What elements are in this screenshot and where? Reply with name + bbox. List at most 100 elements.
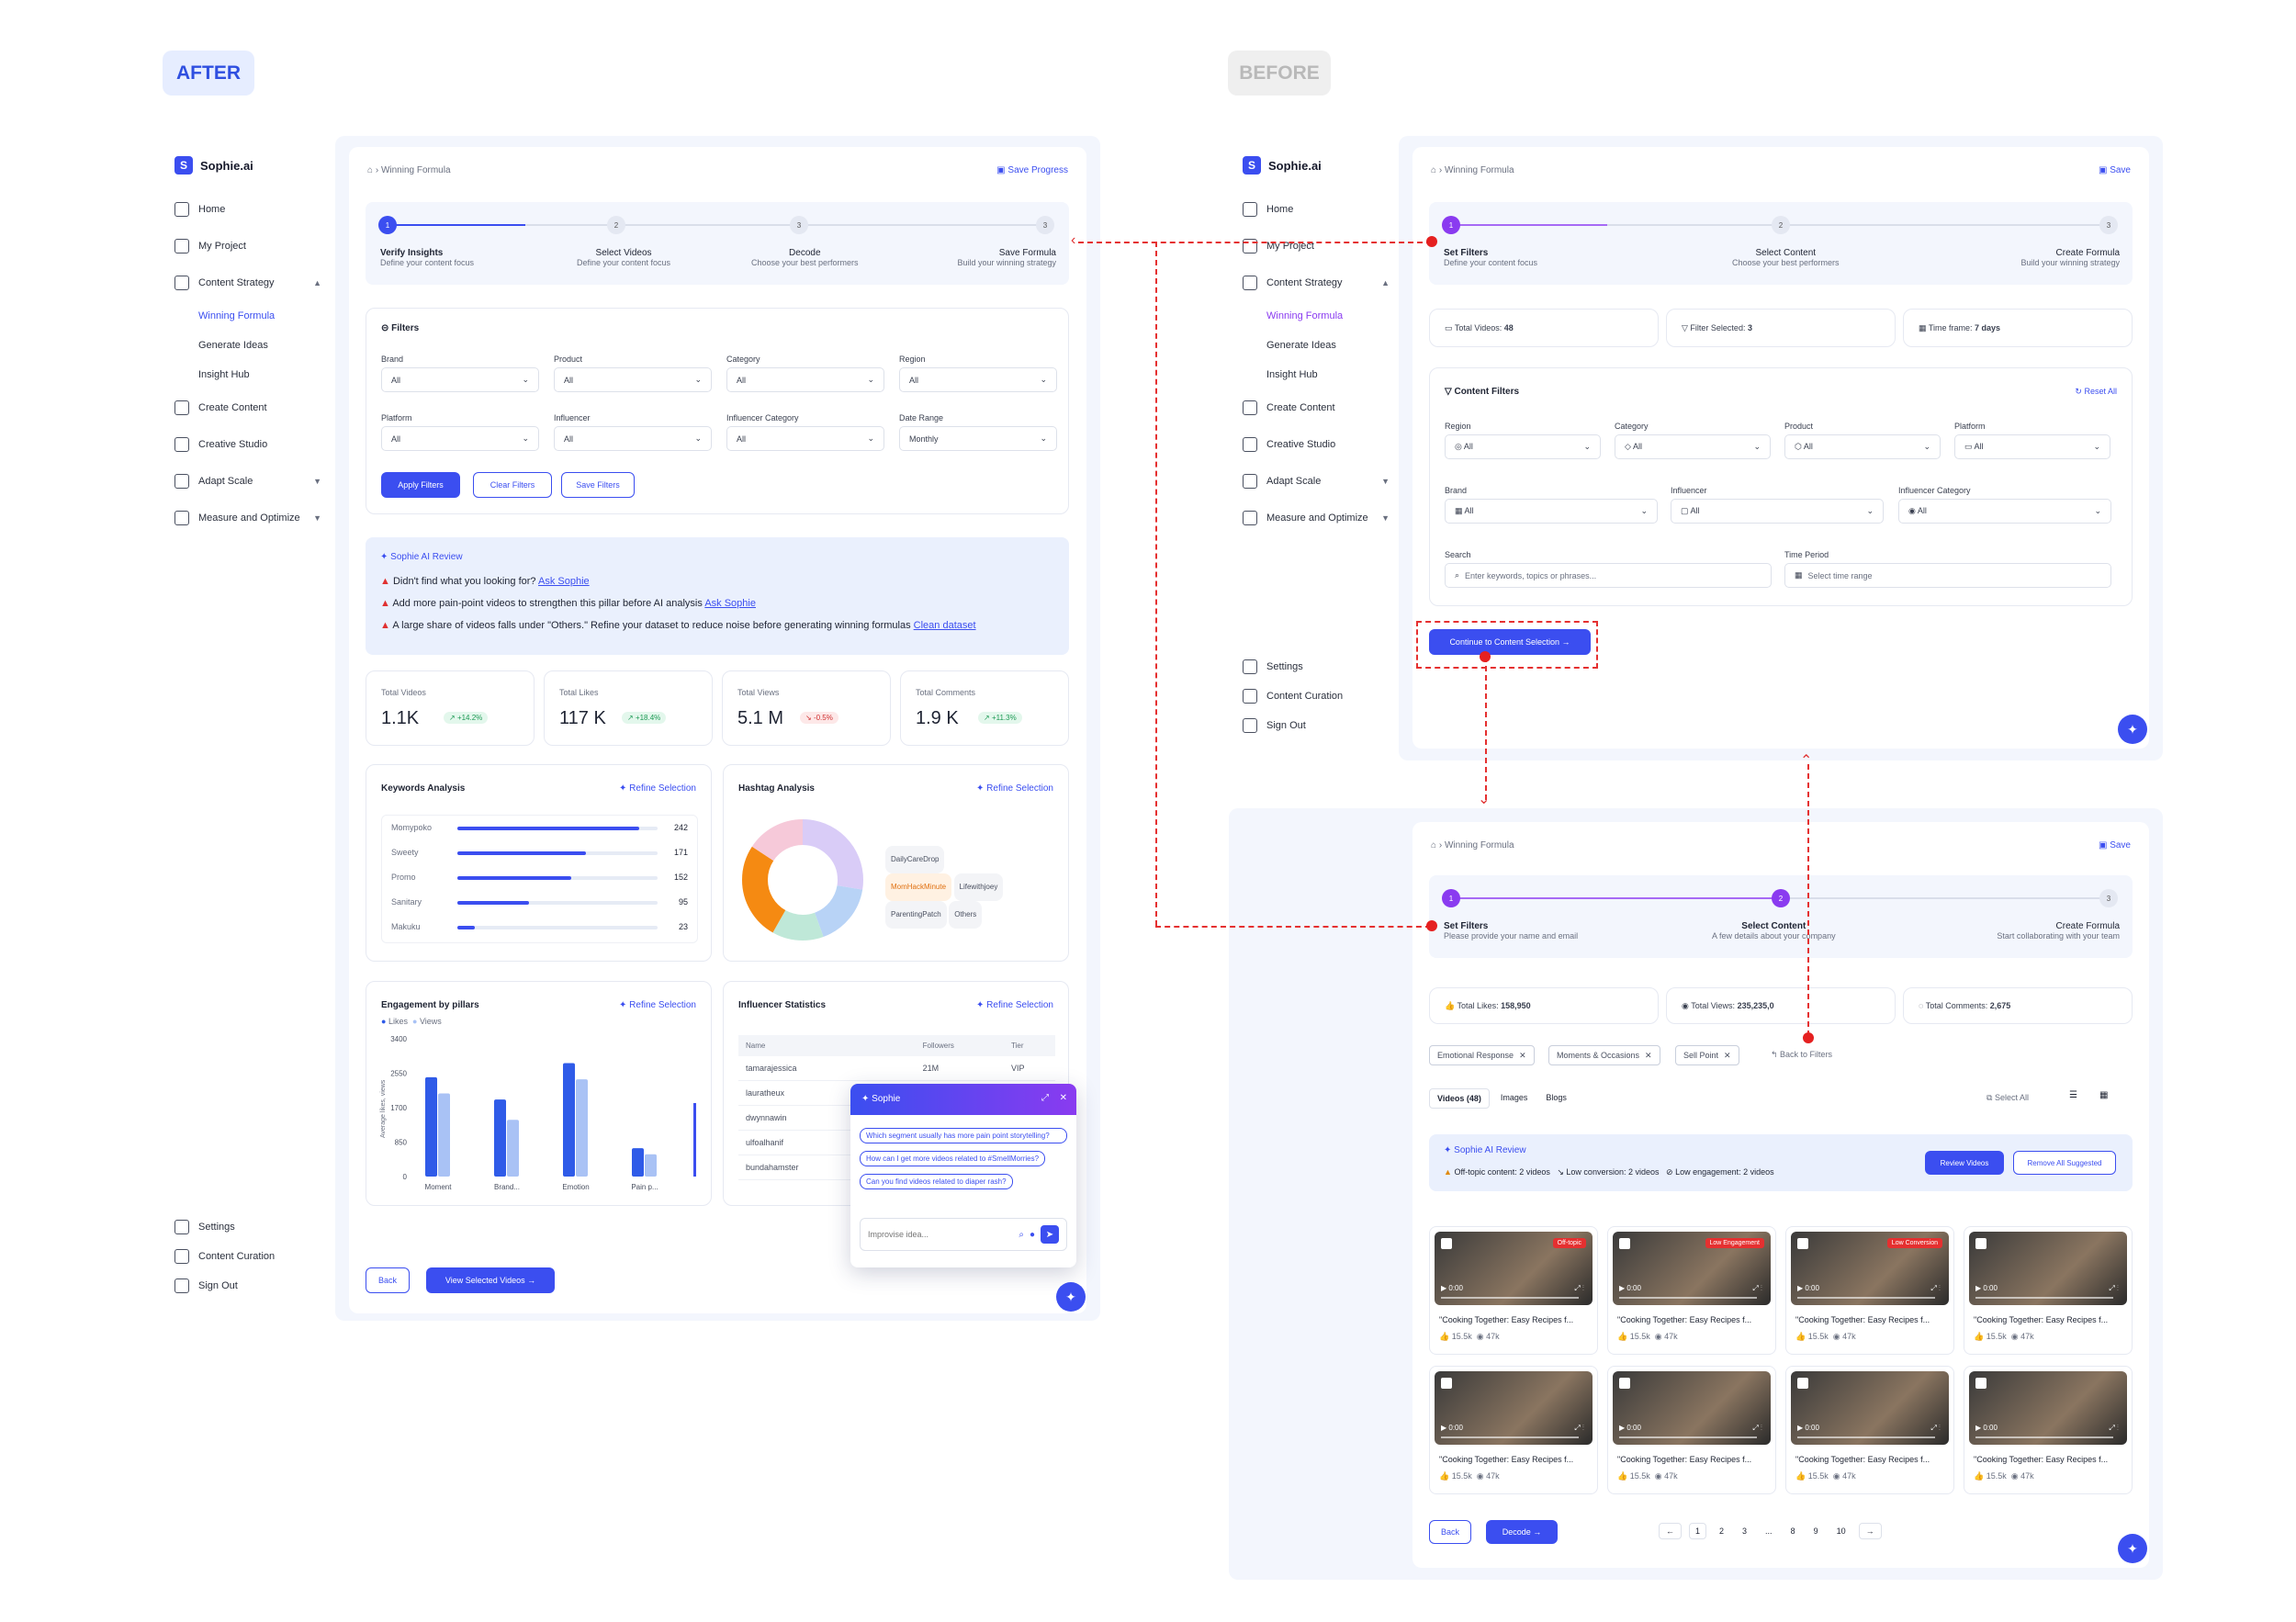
page-number[interactable]: 10 xyxy=(1836,1526,1846,1536)
expand-icon[interactable]: ⤢ ⋮ xyxy=(1930,1284,1941,1292)
page-number[interactable]: 1 xyxy=(1689,1523,1707,1539)
list-view-icon[interactable]: ☰ xyxy=(2069,1090,2077,1100)
video-checkbox[interactable] xyxy=(1797,1238,1808,1249)
bar-views[interactable] xyxy=(507,1120,519,1177)
nav-adapt[interactable]: Adapt Scale▼ xyxy=(174,463,321,500)
refine-selection-button[interactable]: ✦ Refine Selection xyxy=(976,783,1053,794)
breadcrumb[interactable]: ⌂ › Winning Formula xyxy=(1431,165,1514,175)
nav-ideas[interactable]: Generate Ideas xyxy=(198,340,268,351)
product-select[interactable]: All ⌄ xyxy=(554,367,712,392)
expand-icon[interactable]: ⤢ xyxy=(1041,1093,1049,1103)
time-period-input[interactable]: ▦ Select time range xyxy=(1784,563,2111,588)
save-filters-button[interactable]: Save Filters xyxy=(561,472,635,498)
page-number[interactable]: 8 xyxy=(1790,1526,1795,1536)
close-icon[interactable]: ✕ xyxy=(1059,1093,1067,1103)
play-icon[interactable]: ▶ 0:00 xyxy=(1441,1284,1463,1292)
prev-page-icon[interactable]: ← xyxy=(1659,1523,1682,1539)
bar-likes[interactable] xyxy=(494,1099,506,1177)
hashtag-chip[interactable]: Others xyxy=(949,901,983,929)
suggested-question[interactable]: Which segment usually has more pain poin… xyxy=(860,1128,1067,1143)
nav-project[interactable]: My Project xyxy=(1243,228,1390,265)
nav-measure[interactable]: Measure and Optimize▼ xyxy=(1243,500,1390,536)
nav-curation[interactable]: Content Curation xyxy=(174,1242,321,1271)
remove-suggested-button[interactable]: Remove All Suggested xyxy=(2013,1151,2116,1175)
nav-create[interactable]: Create Content xyxy=(174,389,321,426)
nav-strategy[interactable]: Content Strategy▲ xyxy=(1243,265,1390,301)
select-all-button[interactable]: ⧉ Select All xyxy=(1986,1093,2029,1102)
bar-views[interactable] xyxy=(576,1079,588,1177)
date-range-select[interactable]: Monthly ⌄ xyxy=(899,426,1057,451)
play-icon[interactable]: ▶ 0:00 xyxy=(1797,1424,1819,1432)
nav-adapt[interactable]: Adapt Scale▼ xyxy=(1243,463,1390,500)
nav-settings[interactable]: Settings xyxy=(1243,652,1390,681)
filter-chip[interactable]: Emotional Response ✕ xyxy=(1429,1045,1535,1065)
nav-signout[interactable]: Sign Out xyxy=(1243,711,1390,740)
send-icon[interactable]: ➤ xyxy=(1041,1225,1059,1244)
continue-button[interactable]: Continue to Content Selection → xyxy=(1429,629,1591,655)
category-select[interactable]: All ⌄ xyxy=(726,367,884,392)
bar-likes[interactable] xyxy=(563,1063,575,1177)
video-thumbnail[interactable] xyxy=(1969,1371,2127,1445)
close-icon[interactable]: ✕ xyxy=(1645,1050,1652,1060)
play-icon[interactable]: ▶ 0:00 xyxy=(1975,1284,1998,1292)
attach-icon[interactable]: ⌕ xyxy=(1019,1229,1024,1240)
tab-videos[interactable]: Videos (48) xyxy=(1429,1088,1490,1109)
expand-icon[interactable]: ⤢ ⋮ xyxy=(1752,1284,1762,1292)
filter-chip[interactable]: Moments & Occasions ✕ xyxy=(1548,1045,1660,1065)
nav-curation[interactable]: Content Curation xyxy=(1243,681,1390,711)
video-thumbnail[interactable] xyxy=(1435,1371,1593,1445)
refine-selection-button[interactable]: ✦ Refine Selection xyxy=(619,1000,696,1010)
suggested-question[interactable]: How can I get more videos related to #Sm… xyxy=(860,1151,1046,1166)
bar-likes[interactable] xyxy=(632,1148,644,1177)
nav-winning[interactable]: Winning Formula xyxy=(1266,310,1344,321)
page-number[interactable]: 2 xyxy=(1719,1526,1725,1536)
apply-filters-button[interactable]: Apply Filters xyxy=(381,472,460,498)
play-icon[interactable]: ▶ 0:00 xyxy=(1975,1424,1998,1432)
video-checkbox[interactable] xyxy=(1441,1238,1452,1249)
platform-select[interactable]: ▭ All ⌄ xyxy=(1954,434,2110,459)
video-checkbox[interactable] xyxy=(1975,1378,1986,1389)
video-thumbnail[interactable] xyxy=(1791,1371,1949,1445)
nav-insight[interactable]: Insight Hub xyxy=(198,369,250,380)
filter-chip[interactable]: Sell Point ✕ xyxy=(1675,1045,1739,1065)
tab-blogs[interactable]: Blogs xyxy=(1546,1093,1567,1102)
back-to-filters-link[interactable]: ↰ Back to Filters xyxy=(1771,1050,1833,1059)
expand-icon[interactable]: ⤢ ⋮ xyxy=(2109,1284,2119,1292)
influencer-select[interactable]: ▢ All ⌄ xyxy=(1671,499,1884,524)
nav-home[interactable]: Home xyxy=(1243,191,1390,228)
video-card[interactable]: ▶ 0:00 ⤢ ⋮ "Cooking Together: Easy Recip… xyxy=(1785,1366,1954,1494)
nav-project[interactable]: My Project xyxy=(174,228,321,265)
hashtag-chip[interactable]: ParentingPatch xyxy=(885,901,947,929)
page-number[interactable]: ... xyxy=(1765,1526,1773,1536)
expand-icon[interactable]: ⤢ ⋮ xyxy=(1574,1284,1584,1292)
video-checkbox[interactable] xyxy=(1975,1238,1986,1249)
sophie-fab-icon[interactable]: ✦ xyxy=(2118,1534,2147,1563)
video-thumbnail[interactable] xyxy=(1613,1371,1771,1445)
refine-selection-button[interactable]: ✦ Refine Selection xyxy=(976,1000,1053,1010)
save-button[interactable]: ▣ Save xyxy=(2098,165,2131,175)
back-button[interactable]: Back xyxy=(1429,1520,1471,1544)
bar-likes[interactable] xyxy=(425,1076,437,1177)
video-checkbox[interactable] xyxy=(1619,1238,1630,1249)
region-select[interactable]: ◎ All ⌄ xyxy=(1445,434,1601,459)
video-card[interactable]: Low Conversion ▶ 0:00 ⤢ ⋮ "Cooking Toget… xyxy=(1785,1226,1954,1355)
nav-measure[interactable]: Measure and Optimize▼ xyxy=(174,500,321,536)
sophie-input[interactable] xyxy=(868,1230,1014,1239)
expand-icon[interactable]: ⤢ ⋮ xyxy=(1574,1424,1584,1432)
breadcrumb[interactable]: ⌂ › Winning Formula xyxy=(367,165,451,175)
video-card[interactable]: ▶ 0:00 ⤢ ⋮ "Cooking Together: Easy Recip… xyxy=(1429,1366,1598,1494)
page-number[interactable]: 3 xyxy=(1742,1526,1748,1536)
nav-studio[interactable]: Creative Studio xyxy=(1243,426,1390,463)
video-card[interactable]: Off-topic ▶ 0:00 ⤢ ⋮ "Cooking Together: … xyxy=(1429,1226,1598,1355)
play-icon[interactable]: ▶ 0:00 xyxy=(1441,1424,1463,1432)
brand-select[interactable]: All ⌄ xyxy=(381,367,539,392)
brand-logo[interactable]: S Sophie.ai xyxy=(174,156,321,175)
nav-ideas[interactable]: Generate Ideas xyxy=(1266,340,1336,351)
grid-view-icon[interactable]: ▦ xyxy=(2099,1090,2109,1100)
nav-studio[interactable]: Creative Studio xyxy=(174,426,321,463)
save-button[interactable]: ▣ Save xyxy=(2098,840,2131,850)
play-icon[interactable]: ▶ 0:00 xyxy=(1619,1424,1641,1432)
sophie-fab-icon[interactable]: ✦ xyxy=(1056,1282,1086,1312)
back-button[interactable]: Back xyxy=(366,1267,410,1293)
view-selected-videos-button[interactable]: View Selected Videos → xyxy=(426,1267,555,1293)
